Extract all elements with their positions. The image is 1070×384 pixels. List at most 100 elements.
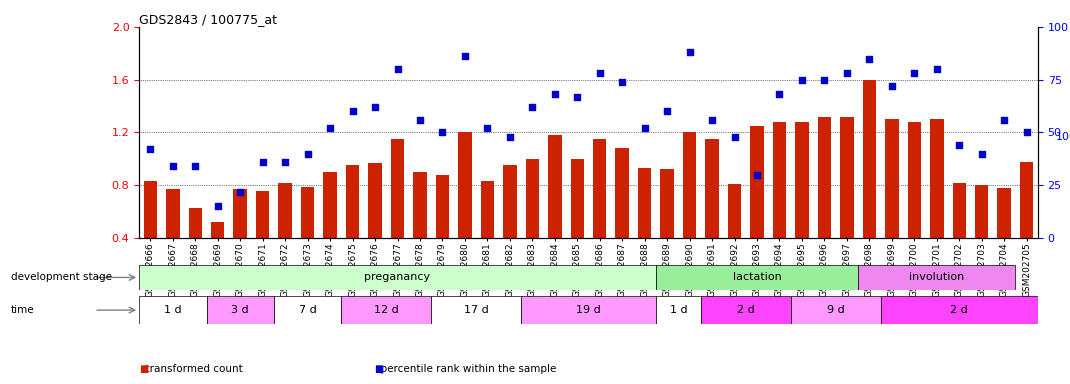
Bar xyxy=(907,122,921,291)
Text: percentile rank within the sample: percentile rank within the sample xyxy=(374,364,556,374)
Point xyxy=(568,93,585,99)
Bar xyxy=(795,122,809,291)
Bar xyxy=(480,181,494,291)
Text: 2 d: 2 d xyxy=(737,305,754,315)
Point xyxy=(770,91,788,98)
Point xyxy=(321,125,338,131)
Bar xyxy=(773,122,786,291)
Text: 19 d: 19 d xyxy=(576,305,601,315)
Point xyxy=(456,53,473,60)
Point xyxy=(884,83,901,89)
Point xyxy=(231,189,248,195)
Point xyxy=(1019,129,1036,136)
Bar xyxy=(840,117,854,291)
Point xyxy=(524,104,541,110)
FancyBboxPatch shape xyxy=(858,265,1015,290)
Text: preganancy: preganancy xyxy=(365,272,430,283)
FancyBboxPatch shape xyxy=(274,296,341,324)
Bar xyxy=(862,79,876,291)
Point xyxy=(950,142,967,148)
Point xyxy=(389,66,407,72)
FancyBboxPatch shape xyxy=(881,296,1038,324)
FancyBboxPatch shape xyxy=(207,296,274,324)
Point xyxy=(546,91,563,98)
Bar xyxy=(817,117,831,291)
FancyBboxPatch shape xyxy=(656,265,858,290)
Bar xyxy=(435,175,449,291)
Bar xyxy=(750,126,764,291)
Bar xyxy=(683,132,697,291)
Text: 9 d: 9 d xyxy=(827,305,844,315)
Bar xyxy=(458,132,472,291)
Text: development stage: development stage xyxy=(11,272,111,283)
Text: 2 d: 2 d xyxy=(950,305,968,315)
Point xyxy=(343,108,361,114)
Point xyxy=(928,66,946,72)
Text: GDS2843 / 100775_at: GDS2843 / 100775_at xyxy=(139,13,277,26)
Text: ■: ■ xyxy=(374,364,384,374)
Bar xyxy=(705,139,719,291)
Bar xyxy=(975,185,989,291)
Point xyxy=(682,49,699,55)
Point xyxy=(905,70,922,76)
Bar xyxy=(930,119,944,291)
FancyBboxPatch shape xyxy=(791,296,881,324)
Bar xyxy=(188,208,202,291)
Point xyxy=(995,117,1012,123)
Text: 3 d: 3 d xyxy=(231,305,249,315)
Bar xyxy=(368,163,382,291)
Text: involution: involution xyxy=(910,272,964,283)
Bar xyxy=(638,168,652,291)
Bar xyxy=(997,188,1011,291)
Text: ■: ■ xyxy=(139,364,149,374)
Bar xyxy=(413,172,427,291)
Point xyxy=(366,104,383,110)
Bar xyxy=(323,172,337,291)
Bar xyxy=(615,148,629,291)
Point xyxy=(636,125,653,131)
Point xyxy=(276,159,293,165)
Bar xyxy=(233,189,247,291)
Y-axis label: 100%: 100% xyxy=(1056,132,1070,142)
Bar xyxy=(391,139,404,291)
Point xyxy=(659,108,676,114)
FancyBboxPatch shape xyxy=(431,296,521,324)
Point xyxy=(839,70,856,76)
Point xyxy=(815,76,832,83)
Bar xyxy=(885,119,899,291)
Text: 12 d: 12 d xyxy=(373,305,399,315)
Point xyxy=(434,129,452,136)
Bar xyxy=(1020,162,1034,291)
Text: time: time xyxy=(11,305,34,315)
Bar xyxy=(525,159,539,291)
Bar xyxy=(548,135,562,291)
Bar xyxy=(346,166,360,291)
Text: 17 d: 17 d xyxy=(463,305,489,315)
Point xyxy=(591,70,608,76)
Point xyxy=(209,204,227,210)
Bar xyxy=(256,190,270,291)
Bar xyxy=(728,184,742,291)
FancyBboxPatch shape xyxy=(139,265,656,290)
Point xyxy=(300,151,317,157)
Bar xyxy=(570,159,584,291)
Point xyxy=(974,151,991,157)
FancyBboxPatch shape xyxy=(139,296,207,324)
FancyBboxPatch shape xyxy=(656,296,701,324)
Text: 1 d: 1 d xyxy=(164,305,182,315)
Text: transformed count: transformed count xyxy=(139,364,243,374)
Bar xyxy=(166,189,180,291)
Text: 7 d: 7 d xyxy=(299,305,317,315)
Bar xyxy=(278,183,292,291)
Point xyxy=(501,134,518,140)
Point xyxy=(748,172,765,178)
Point xyxy=(141,146,158,152)
FancyBboxPatch shape xyxy=(341,296,431,324)
FancyBboxPatch shape xyxy=(701,296,791,324)
Bar xyxy=(301,187,315,291)
Bar xyxy=(593,139,607,291)
Bar xyxy=(143,181,157,291)
Point xyxy=(186,163,203,169)
Point xyxy=(411,117,428,123)
Point xyxy=(164,163,181,169)
